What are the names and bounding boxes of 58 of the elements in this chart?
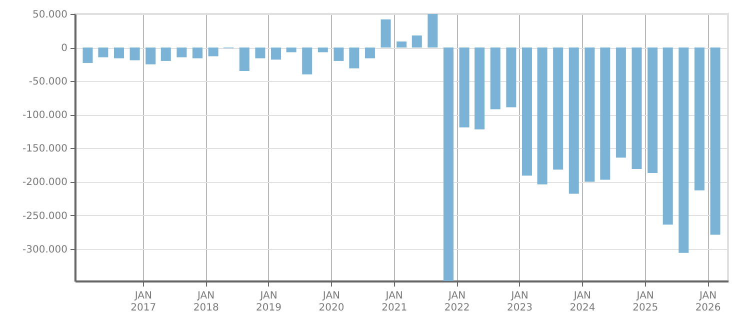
y-tick-label: -50.000 <box>28 76 68 88</box>
x-tick-label: JAN 2019 <box>256 290 282 313</box>
bar <box>192 48 203 58</box>
bar <box>255 48 266 58</box>
bar <box>380 19 391 48</box>
bar <box>553 48 564 170</box>
bar <box>208 48 218 56</box>
bar <box>412 35 422 48</box>
y-tick-label: -250.000 <box>22 210 68 222</box>
bar <box>302 48 312 74</box>
bar <box>98 48 108 58</box>
bar <box>286 48 296 52</box>
x-tick-label: JAN 2024 <box>570 290 596 313</box>
y-tick-label: 0 <box>61 43 68 54</box>
bar <box>584 48 595 182</box>
bar <box>490 48 500 110</box>
bar <box>662 48 673 225</box>
bar <box>334 48 344 61</box>
bar <box>396 42 407 48</box>
x-tick-label: JAN 2023 <box>507 290 532 313</box>
bar <box>522 48 532 176</box>
bar <box>160 48 171 61</box>
x-tick-label: JAN 2017 <box>130 290 156 313</box>
y-tick-label: 50.000 <box>32 10 68 20</box>
bar <box>318 48 328 52</box>
bar <box>114 48 124 58</box>
bar <box>364 48 375 58</box>
bar <box>616 48 626 158</box>
bar <box>678 48 689 253</box>
bar <box>632 48 642 169</box>
bar <box>130 48 140 60</box>
bar <box>82 48 93 63</box>
y-tick-label: -200.000 <box>22 177 68 188</box>
y-tick-label: -100.000 <box>22 110 68 122</box>
bar <box>459 48 470 128</box>
bar <box>146 48 156 64</box>
x-tick-label: JAN 2020 <box>318 290 344 313</box>
bar <box>568 48 579 194</box>
y-tick-label: -300.000 <box>22 244 68 256</box>
x-tick-label: JAN 2018 <box>193 290 219 313</box>
bar <box>474 48 485 130</box>
x-tick-label: JAN 2022 <box>444 290 470 313</box>
bar <box>176 48 187 58</box>
bar <box>428 14 438 48</box>
bar <box>271 48 282 60</box>
bar <box>443 48 454 281</box>
x-tick-label: JAN 2025 <box>632 290 658 313</box>
bar <box>239 48 250 72</box>
x-tick-label: JAN 2026 <box>695 290 721 313</box>
x-tick-label: JAN 2021 <box>382 290 408 313</box>
bar <box>349 48 360 68</box>
bar <box>694 48 704 190</box>
bar <box>506 48 516 108</box>
bar <box>710 48 720 235</box>
bar <box>537 48 548 184</box>
y-tick-label: -150.000 <box>22 144 68 155</box>
bar <box>648 48 658 173</box>
bar <box>600 48 610 180</box>
